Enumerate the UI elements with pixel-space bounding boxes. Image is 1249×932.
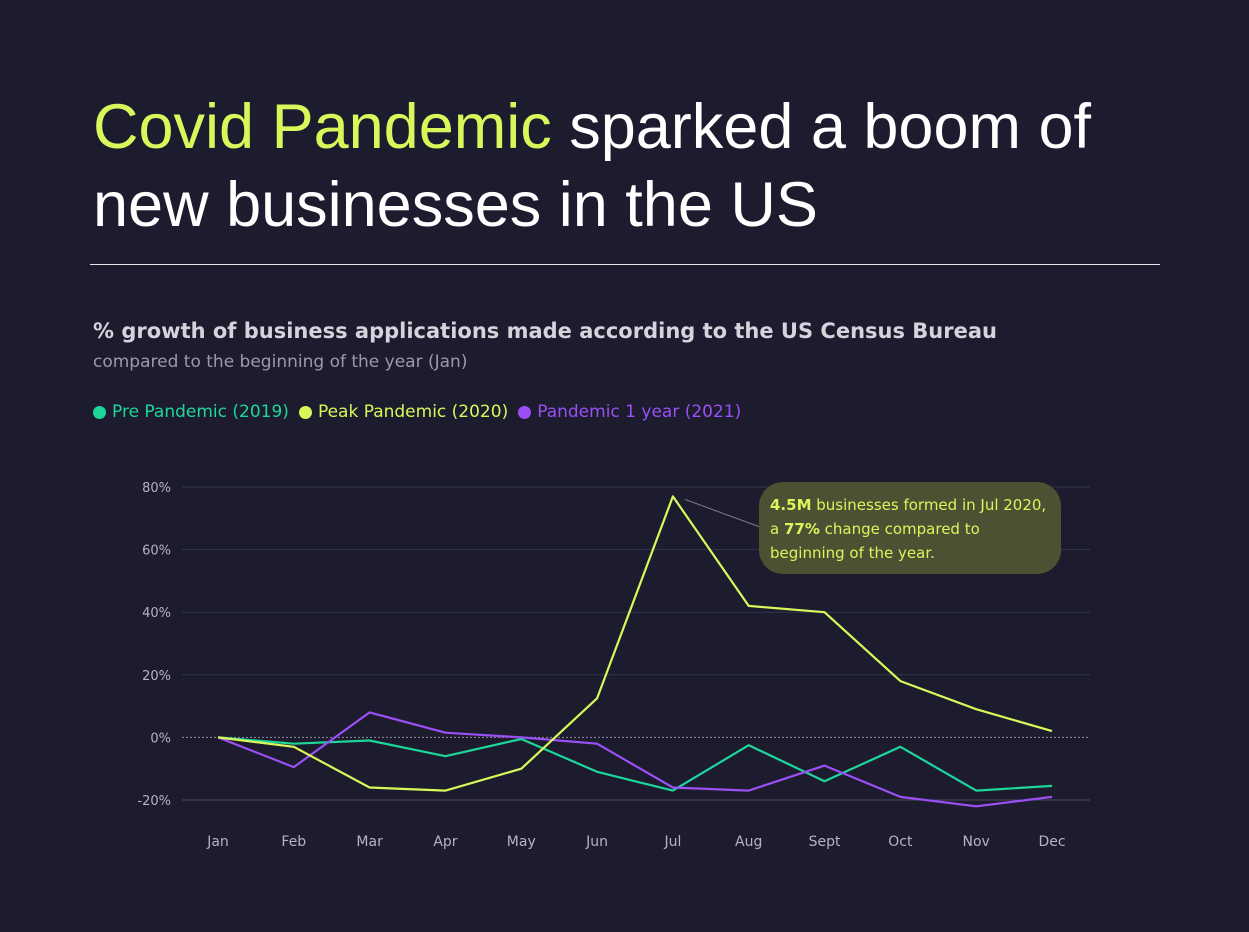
x-tick-label: Feb	[281, 834, 306, 850]
x-tick-label: Jan	[206, 834, 229, 850]
annotation-line-2: a 77% change compared to	[770, 517, 1051, 541]
x-tick-label: Dec	[1038, 834, 1065, 850]
x-tick-label: Aug	[735, 834, 762, 850]
legend-label-pre: Pre Pandemic (2019)	[112, 402, 289, 422]
y-tick-label: -20%	[137, 794, 171, 809]
legend-item-pre: Pre Pandemic (2019)	[93, 402, 289, 422]
legend-dot-post	[518, 405, 532, 419]
annotation-leader-line	[684, 498, 761, 528]
x-tick-label: Jul	[663, 834, 681, 850]
legend-label-post: Pandemic 1 year (2021)	[537, 402, 742, 422]
legend-label-peak: Peak Pandemic (2020)	[317, 402, 509, 422]
headline: Covid Pandemic sparked a boom of new bus…	[93, 88, 1173, 244]
y-tick-label: 80%	[142, 481, 171, 496]
series-line-pre-pandemic	[217, 736, 1053, 792]
legend-item-post: Pandemic 1 year (2021)	[518, 402, 741, 422]
title-divider	[90, 264, 1160, 265]
x-tick-label: Nov	[963, 834, 990, 850]
chart-legend: Pre Pandemic (2019) Peak Pandemic (2020)…	[93, 402, 751, 422]
x-tick-label: Oct	[888, 834, 913, 850]
annotation-percent: 77%	[783, 520, 820, 538]
annotation-value: 4.5M	[770, 496, 812, 514]
annotation-text-1: businesses formed in Jul 2020,	[811, 496, 1047, 514]
legend-dot-pre	[93, 405, 106, 419]
headline-rest: sparked a boom of new businesses in the …	[93, 92, 1092, 240]
headline-highlight: Covid Pandemic	[93, 92, 552, 162]
series-line-peak-pandemic	[217, 495, 1053, 792]
x-tick-label: Mar	[356, 834, 383, 850]
x-tick-label: Sept	[809, 834, 841, 850]
chart-subtitle: compared to the beginning of the year (J…	[93, 352, 468, 372]
chart-title: % growth of business applications made a…	[93, 319, 997, 343]
y-tick-label: 0%	[150, 731, 171, 746]
legend-dot-peak	[298, 405, 312, 419]
annotation-callout: 4.5M businesses formed in Jul 2020, a 77…	[759, 482, 1061, 574]
series-line-pandemic-1-year	[217, 711, 1053, 808]
annotation-text-2b: change compared to	[819, 520, 980, 538]
annotation-text-2a: a	[770, 520, 784, 538]
y-tick-label: 60%	[142, 544, 171, 559]
y-tick-label: 40%	[142, 606, 171, 621]
x-tick-label: Jun	[585, 834, 608, 850]
x-tick-label: May	[507, 834, 536, 850]
x-tick-label: Apr	[433, 834, 457, 850]
annotation-text-3: beginning of the year.	[770, 544, 935, 562]
y-tick-label: 20%	[142, 669, 171, 684]
legend-item-peak: Peak Pandemic (2020)	[298, 402, 509, 422]
annotation-line-1: 4.5M businesses formed in Jul 2020,	[770, 493, 1051, 517]
